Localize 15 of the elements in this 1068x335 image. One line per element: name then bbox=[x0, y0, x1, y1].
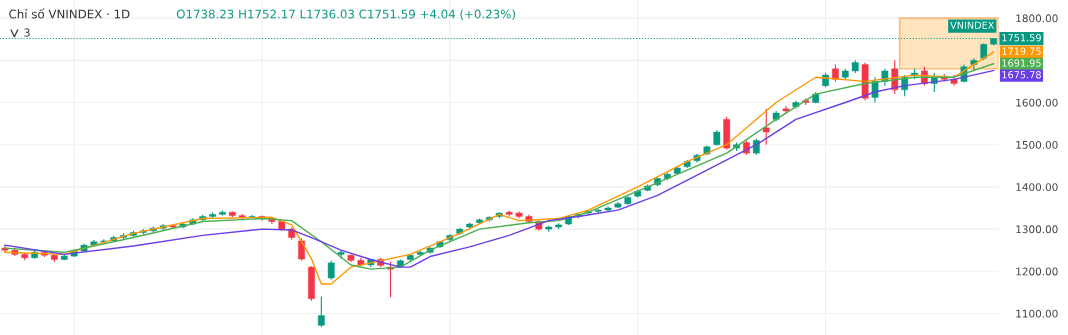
text: Chỉ số VNINDEX · 1D bbox=[9, 8, 130, 19]
y-tick-label: 1600.00 bbox=[1016, 98, 1058, 107]
text: 1719.75 bbox=[1002, 47, 1041, 55]
y-tick-label: 1100.00 bbox=[1016, 309, 1058, 318]
y-tick-label: 1500.00 bbox=[1016, 140, 1058, 149]
ref-line-label: 1751.59 bbox=[1002, 34, 1041, 42]
y-tick-label: 1400.00 bbox=[1016, 183, 1058, 192]
text: O1738.23 H1752.17 L1736.03 C1751.59 +4.04 (+0.23%) bbox=[176, 9, 516, 20]
y-tick-label: 1300.00 bbox=[1016, 225, 1058, 234]
text: 1675.78 bbox=[1002, 71, 1041, 79]
annotation: 3 bbox=[24, 28, 30, 37]
y-tick-label: 1200.00 bbox=[1016, 267, 1058, 276]
y-tick-label: 1800.00 bbox=[1016, 14, 1058, 23]
annotation: VNINDEX bbox=[950, 21, 995, 29]
text: 1691.95 bbox=[1002, 59, 1041, 67]
